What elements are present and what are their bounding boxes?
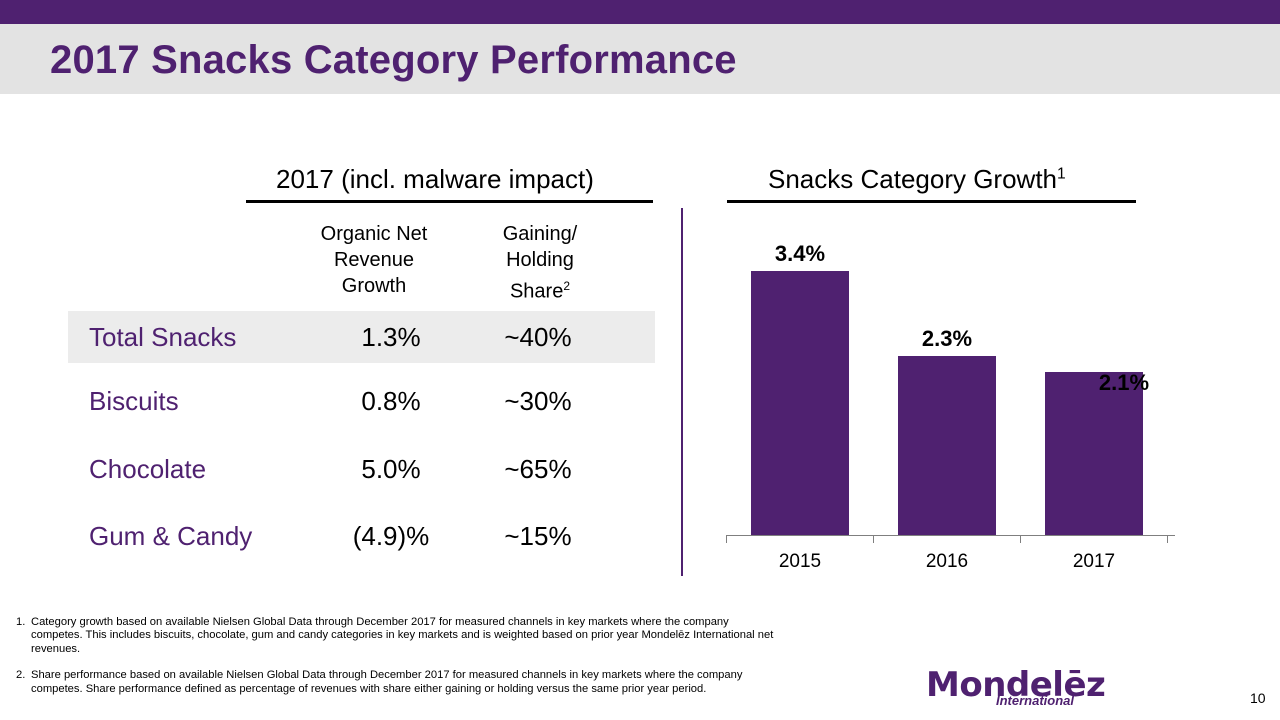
footnote: 1. Category growth based on available Ni… bbox=[16, 616, 774, 655]
footnote: 2. Share performance based on available … bbox=[16, 669, 743, 695]
row-share: ~40% bbox=[504, 322, 572, 352]
row-label: Biscuits bbox=[89, 386, 179, 416]
x-axis-tick bbox=[726, 535, 727, 543]
page-title: 2017 Snacks Category Performance bbox=[50, 38, 737, 82]
row-label: Chocolate bbox=[89, 454, 207, 484]
table-heading-rule bbox=[246, 200, 653, 203]
total-snacks-highlight bbox=[68, 311, 655, 363]
top-accent-bar bbox=[0, 0, 1280, 24]
data-label-2017: 2.1% bbox=[1098, 369, 1150, 395]
x-tick-label: 2015 bbox=[778, 551, 822, 572]
row-growth: 5.0% bbox=[361, 454, 421, 484]
data-label-2016: 2.3% bbox=[921, 326, 973, 352]
row-growth: 1.3% bbox=[361, 322, 421, 352]
x-tick-label: 2016 bbox=[925, 551, 969, 572]
row-growth: (4.9)% bbox=[352, 521, 430, 551]
mondelez-logo: Mondelēz International bbox=[926, 665, 1106, 708]
x-axis-tick bbox=[1167, 535, 1168, 543]
x-axis-tick bbox=[873, 535, 874, 543]
page-number: 10 bbox=[1250, 690, 1266, 706]
row-label: Gum & Candy bbox=[89, 521, 253, 551]
section-divider bbox=[681, 208, 683, 576]
footnotes: 1. Category growth based on available Ni… bbox=[16, 616, 776, 709]
x-axis-tick bbox=[1020, 535, 1021, 543]
bar-2017 bbox=[1045, 371, 1143, 535]
chart-heading-rule bbox=[727, 200, 1136, 203]
row-label: Total Snacks bbox=[89, 322, 237, 352]
row-share: ~15% bbox=[504, 521, 572, 551]
row-growth: 0.8% bbox=[361, 386, 421, 416]
bar-2015 bbox=[751, 271, 849, 535]
title-band bbox=[0, 24, 1280, 94]
table-section-heading: 2017 (incl. malware impact) bbox=[276, 164, 594, 194]
data-label-2015: 3.4% bbox=[774, 241, 826, 266]
row-share: ~30% bbox=[504, 386, 572, 416]
bar-2016 bbox=[898, 356, 996, 535]
growth-bar-chart: 3.4% 2015 2.3% 2016 2.1% 2017 bbox=[720, 230, 1180, 590]
x-axis bbox=[726, 535, 1175, 536]
chart-section-heading: Snacks Category Growth1 bbox=[768, 164, 1066, 194]
x-tick-label: 2017 bbox=[1072, 551, 1116, 572]
share-column-header: Gaining/ Holding Share2 bbox=[502, 223, 578, 303]
growth-column-header: Organic Net Revenue Growth bbox=[320, 223, 428, 297]
row-share: ~65% bbox=[504, 454, 572, 484]
